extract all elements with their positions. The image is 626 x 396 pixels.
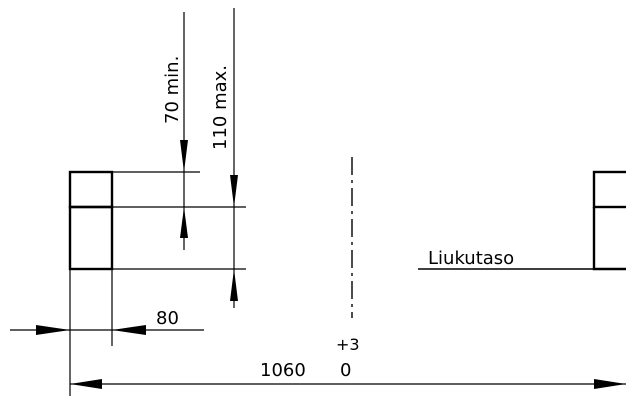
dim-70-arrow-bottom xyxy=(180,207,188,238)
dim-110-arrow-top xyxy=(230,175,238,207)
right-profile xyxy=(592,170,626,271)
sliding-plane-label: Liukutaso xyxy=(428,248,514,269)
dim-1060-arrow-left xyxy=(70,379,102,389)
dim-110-arrow-bottom xyxy=(230,269,238,301)
left-hatched-section xyxy=(68,170,114,209)
dim-70-min: 70 min. xyxy=(162,12,188,250)
dim-110-label: 110 max. xyxy=(210,65,231,150)
right-lower-section xyxy=(592,207,626,271)
dim-70-label: 70 min. xyxy=(162,56,183,124)
dim-80-label: 80 xyxy=(156,308,179,329)
left-lower-section xyxy=(68,205,114,271)
dim-1060-arrow-right xyxy=(594,379,626,389)
dim-1060-tolerance-lower: 0 xyxy=(340,360,351,381)
dim-1060-label: 1060 xyxy=(260,360,306,381)
dim-80-arrow-right xyxy=(112,325,146,335)
dim-70-arrow-top xyxy=(180,140,188,172)
left-profile xyxy=(68,170,114,271)
dim-1060-tolerance-upper: +3 xyxy=(336,335,360,354)
dim-80: 80 xyxy=(10,269,204,396)
dim-80-arrow-left xyxy=(36,325,70,335)
right-hatched-section xyxy=(592,170,626,209)
dim-1060: 1060 +3 0 xyxy=(70,335,626,389)
dim-110-max: 110 max. xyxy=(210,8,238,308)
